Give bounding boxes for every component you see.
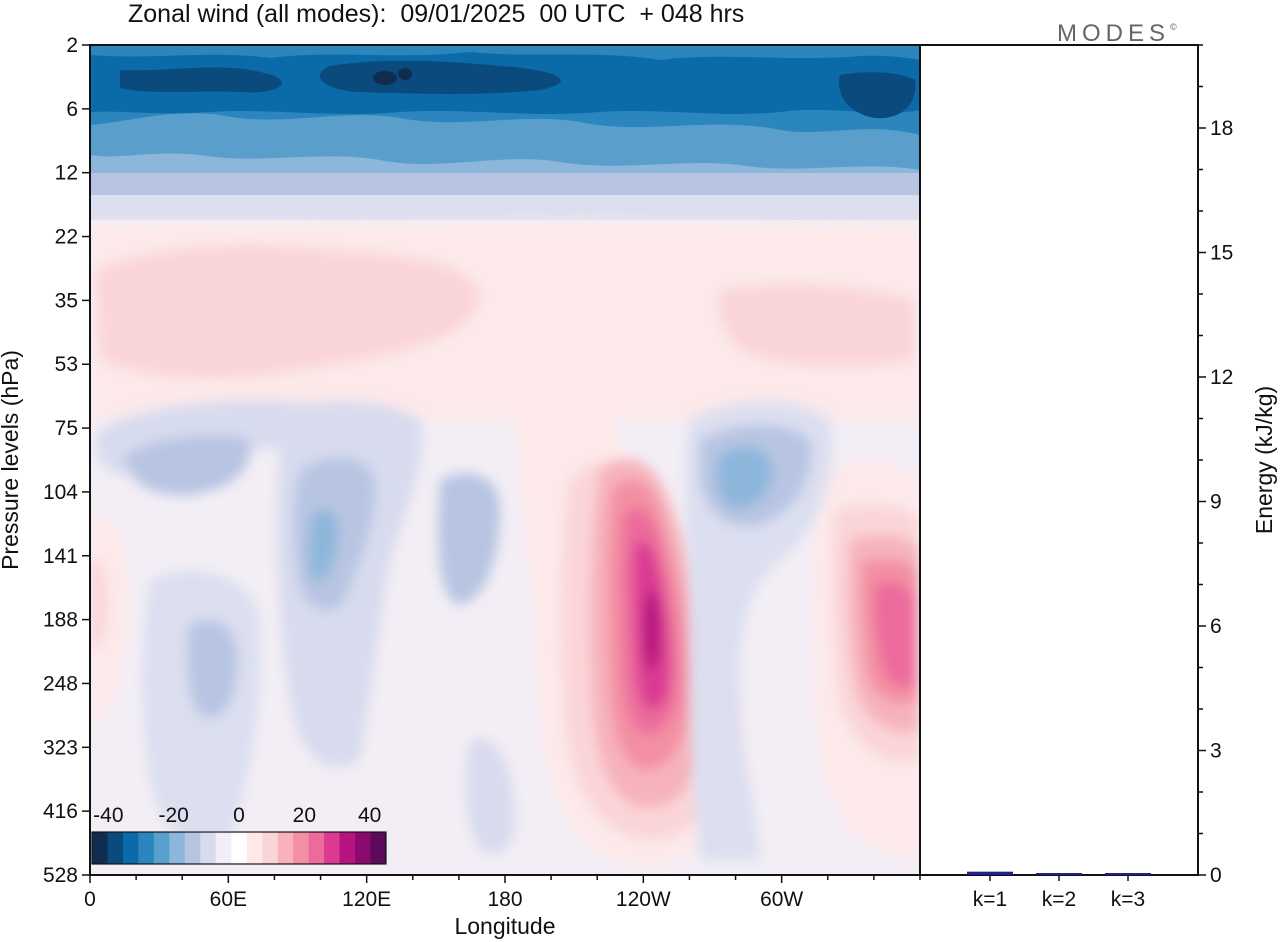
energy-bar-plot: 0 3 6 9 12 15 18 k=1 k=2 k=3 Energy (kJ/kg) (919, 44, 1277, 911)
colorbar-swatch (184, 832, 201, 864)
pressure-tick-label: 22 (55, 226, 78, 249)
colorbar-swatch (122, 832, 139, 864)
colorbar-swatch (215, 832, 232, 864)
colorbar-tick-label: 20 (293, 804, 316, 827)
longitude-tick-label: 60W (760, 888, 803, 911)
pressure-tick-label: 75 (55, 417, 78, 440)
colorbar-tick-label: 40 (358, 804, 381, 827)
copyright-mark: © (1170, 22, 1177, 32)
bar-category-axis: k=1 k=2 k=3 (973, 875, 1145, 911)
positive-wind-regions (90, 221, 920, 866)
colorbar-swatch (370, 832, 387, 864)
energy-axis: 0 3 6 9 12 15 18 (1198, 44, 1233, 887)
energy-tick-label: 6 (1210, 615, 1222, 638)
bars (967, 871, 1151, 875)
colorbar-swatch (262, 832, 279, 864)
pressure-tick-label: 323 (43, 736, 78, 759)
energy-tick-label: 0 (1210, 864, 1222, 887)
energy-tick-label: 9 (1210, 491, 1222, 514)
energy-tick-label: 3 (1210, 740, 1222, 763)
y2-axis-title: Energy (kJ/kg) (1251, 386, 1277, 534)
colorbar-swatch (107, 832, 124, 864)
longitude-axis: 0 60E 120E 180 120W 60W (84, 875, 921, 911)
energy-tick-label: 15 (1210, 242, 1233, 265)
colorbar-swatch (293, 832, 310, 864)
energy-bar (1105, 873, 1151, 875)
colorbar-legend: -40 -20 0 20 40 (91, 804, 387, 865)
colorbar-swatch (246, 832, 263, 864)
longitude-tick-label: 120W (616, 888, 671, 911)
x-axis-title: Longitude (454, 913, 555, 939)
colorbar-tick-label: -40 (93, 804, 123, 827)
colorbar-swatch (200, 832, 217, 864)
colorbar-swatch (138, 832, 155, 864)
heatmap-plot: 2 6 12 22 35 53 75 104 141 188 248 323 416 528 0 60E 12… (0, 34, 921, 939)
pressure-tick-label: 104 (43, 481, 78, 504)
colorbar-swatch (355, 832, 372, 864)
upper-easterly-band (90, 45, 920, 220)
pressure-tick-label: 528 (43, 864, 78, 887)
colorbar-swatch (153, 832, 170, 864)
pressure-tick-label: 188 (43, 609, 78, 632)
longitude-tick-label: 60E (210, 888, 247, 911)
bar-category-label: k=2 (1042, 888, 1076, 911)
colorbar-swatch (169, 832, 186, 864)
pressure-tick-label: 141 (43, 545, 78, 568)
colorbar-swatch (308, 832, 325, 864)
colorbar-swatch (339, 832, 356, 864)
pressure-tick-label: 2 (66, 34, 78, 57)
pressure-tick-label: 416 (43, 800, 78, 823)
colorbar-swatch (277, 832, 294, 864)
pressure-axis: 2 6 12 22 35 53 75 104 141 188 248 323 416 528 (43, 34, 90, 887)
brand-text: MODES (1057, 20, 1171, 47)
energy-bar (967, 871, 1013, 875)
brand-logo: MODES© (1057, 20, 1177, 48)
pressure-tick-label: 35 (55, 289, 78, 312)
colorbar-tick-label: 0 (233, 804, 245, 827)
y-axis-title: Pressure levels (hPa) (0, 350, 23, 570)
bar-plot-frame (919, 44, 1199, 876)
colorbar-tick-label: -20 (158, 804, 188, 827)
pressure-tick-label: 248 (43, 672, 78, 695)
colorbar-swatch (324, 832, 341, 864)
longitude-tick-label: 0 (84, 888, 96, 911)
colorbar-frame (91, 831, 387, 865)
energy-tick-label: 12 (1210, 366, 1233, 389)
bar-category-label: k=3 (1111, 888, 1145, 911)
pressure-tick-label: 12 (55, 162, 78, 185)
pressure-tick-label: 53 (55, 353, 78, 376)
chart-title: Zonal wind (all modes): 09/01/2025 00 UT… (128, 0, 745, 28)
colorbar-swatch (92, 832, 108, 864)
pressure-tick-label: 6 (66, 98, 78, 121)
negative-wind-regions (96, 400, 833, 860)
energy-bar (1036, 873, 1082, 875)
longitude-tick-label: 120E (342, 888, 391, 911)
energy-tick-label: 18 (1210, 117, 1233, 140)
bar-category-label: k=1 (973, 888, 1007, 911)
longitude-tick-label: 180 (487, 888, 522, 911)
colorbar-swatch (231, 832, 248, 864)
